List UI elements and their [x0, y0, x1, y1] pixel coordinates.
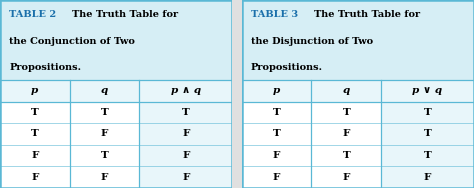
Text: TABLE 2: TABLE 2 — [9, 10, 56, 19]
Text: Propositions.: Propositions. — [251, 63, 323, 72]
Bar — [242, 0, 474, 80]
Text: F: F — [424, 173, 431, 182]
Bar — [0, 102, 139, 188]
Text: F: F — [101, 130, 108, 138]
Bar — [242, 102, 381, 188]
Text: p: p — [273, 86, 280, 95]
Text: F: F — [343, 130, 350, 138]
Text: q: q — [101, 86, 108, 95]
Text: q: q — [343, 86, 350, 95]
Text: F: F — [182, 151, 190, 160]
Text: the Disjunction of Two: the Disjunction of Two — [251, 37, 373, 46]
Text: F: F — [182, 173, 190, 182]
Bar — [139, 102, 232, 188]
Text: T: T — [273, 130, 281, 138]
Text: T: T — [100, 108, 109, 117]
Text: TABLE 3: TABLE 3 — [251, 10, 298, 19]
Text: T: T — [342, 108, 350, 117]
Text: T: T — [424, 108, 431, 117]
Bar — [381, 102, 474, 188]
Text: T: T — [31, 130, 39, 138]
Text: p ∧ q: p ∧ q — [171, 86, 201, 95]
Text: The Truth Table for: The Truth Table for — [314, 10, 420, 19]
Text: p: p — [31, 86, 38, 95]
Text: T: T — [424, 130, 431, 138]
Text: Propositions.: Propositions. — [9, 63, 81, 72]
Text: F: F — [273, 173, 280, 182]
Bar — [0, 80, 139, 102]
Bar — [0, 0, 232, 80]
Bar — [381, 80, 474, 102]
Text: F: F — [182, 130, 190, 138]
Text: T: T — [31, 108, 39, 117]
Text: T: T — [273, 108, 281, 117]
Text: F: F — [343, 173, 350, 182]
Text: F: F — [273, 151, 280, 160]
Bar — [242, 80, 381, 102]
Text: F: F — [101, 173, 108, 182]
Bar — [139, 80, 232, 102]
Text: p ∨ q: p ∨ q — [412, 86, 443, 95]
Text: T: T — [100, 151, 109, 160]
Text: F: F — [31, 151, 38, 160]
Text: The Truth Table for: The Truth Table for — [72, 10, 178, 19]
Text: T: T — [342, 151, 350, 160]
Text: F: F — [31, 173, 38, 182]
Text: T: T — [424, 151, 431, 160]
Text: the Conjunction of Two: the Conjunction of Two — [9, 37, 135, 46]
Text: T: T — [182, 108, 190, 117]
